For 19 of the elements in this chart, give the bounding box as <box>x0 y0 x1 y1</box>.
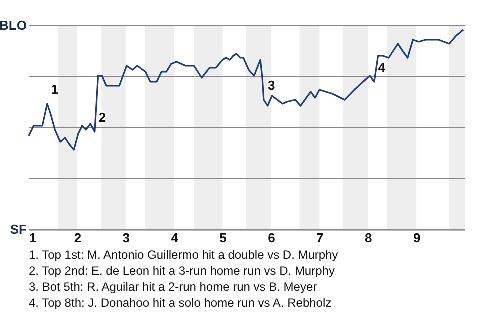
x-tick-label: 9 <box>413 230 421 246</box>
x-tick-label: 5 <box>220 230 227 246</box>
x-tick-label: 3 <box>122 230 130 246</box>
annotation: 2 <box>98 110 106 125</box>
x-tick-label: 6 <box>268 230 276 246</box>
text: 4. Top 8th: J. Donahoo hit a solo home run vs A. Rebholz <box>29 296 332 310</box>
x-tick-label: 8 <box>364 230 372 246</box>
annotation: 3 <box>268 78 276 93</box>
text: 2. Top 2nd: E. de Leon hit a 3-run home run vs D. Murphy <box>29 264 335 278</box>
ref-line-label: BLO <box>0 18 27 33</box>
x-tick-label: 1 <box>30 230 37 246</box>
x-tick-label: 4 <box>171 230 180 246</box>
annotation: 1 <box>51 82 59 97</box>
text: 1. Top 1st: M. Antonio Guillermo hit a double vs D. Murphy <box>29 248 338 262</box>
x-tick-label: 2 <box>74 230 82 246</box>
annotation: 4 <box>378 60 386 75</box>
text: 3. Bot 5th: R. Aguilar hit a 2-run home run vs B. Meyer <box>29 280 318 294</box>
ref-line-label: SF <box>10 222 28 237</box>
x-tick-label: 7 <box>316 230 324 246</box>
